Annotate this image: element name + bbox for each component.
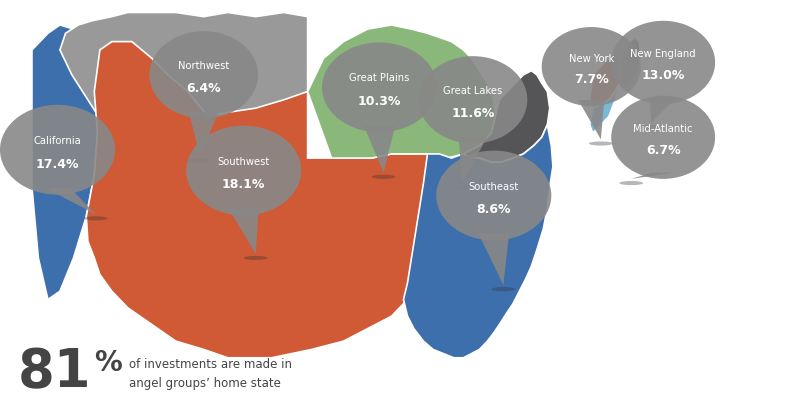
Text: 6.4%: 6.4% — [186, 82, 221, 95]
Text: Southwest: Southwest — [217, 156, 270, 166]
Polygon shape — [189, 112, 219, 156]
Text: New York: New York — [569, 54, 614, 64]
Polygon shape — [364, 126, 396, 173]
Ellipse shape — [491, 287, 515, 291]
Text: 18.1%: 18.1% — [222, 178, 265, 191]
Polygon shape — [650, 98, 677, 123]
Polygon shape — [590, 71, 622, 133]
Ellipse shape — [0, 105, 115, 195]
Ellipse shape — [84, 216, 108, 220]
Text: California: California — [34, 136, 81, 146]
Ellipse shape — [419, 56, 527, 144]
Text: Great Plains: Great Plains — [349, 73, 410, 83]
Text: Mid-Atlantic: Mid-Atlantic — [634, 124, 693, 134]
Ellipse shape — [149, 31, 258, 119]
Text: 6.7%: 6.7% — [646, 144, 681, 157]
Text: Southeast: Southeast — [469, 181, 519, 191]
Ellipse shape — [542, 27, 641, 106]
Ellipse shape — [619, 181, 643, 185]
Text: 17.4%: 17.4% — [36, 158, 79, 171]
Polygon shape — [631, 173, 674, 179]
Text: 7.7%: 7.7% — [574, 73, 609, 86]
Ellipse shape — [639, 125, 663, 129]
Text: Great Lakes: Great Lakes — [443, 86, 503, 96]
Ellipse shape — [450, 185, 474, 189]
Polygon shape — [463, 71, 550, 162]
Ellipse shape — [611, 21, 715, 104]
Text: 81: 81 — [18, 346, 91, 399]
Ellipse shape — [436, 151, 551, 240]
Text: Northwest: Northwest — [178, 61, 229, 71]
Polygon shape — [459, 137, 487, 183]
Polygon shape — [60, 12, 308, 133]
Ellipse shape — [322, 42, 437, 132]
Ellipse shape — [589, 141, 613, 146]
Polygon shape — [308, 25, 495, 158]
Text: 13.0%: 13.0% — [642, 69, 685, 82]
Polygon shape — [619, 37, 641, 87]
Text: 8.6%: 8.6% — [476, 203, 511, 216]
Ellipse shape — [244, 256, 268, 260]
Text: %: % — [94, 349, 122, 377]
Polygon shape — [578, 100, 604, 139]
Text: of investments are made in
angel groups’ home state: of investments are made in angel groups’… — [129, 359, 292, 390]
Polygon shape — [403, 125, 553, 358]
Text: New England: New England — [630, 49, 696, 59]
Polygon shape — [479, 234, 509, 285]
Polygon shape — [229, 209, 259, 254]
Ellipse shape — [186, 126, 301, 215]
Text: 10.3%: 10.3% — [358, 95, 401, 108]
Polygon shape — [86, 42, 462, 358]
Polygon shape — [32, 25, 100, 300]
Ellipse shape — [372, 175, 396, 179]
Text: 11.6%: 11.6% — [451, 107, 495, 120]
Polygon shape — [45, 188, 96, 214]
Polygon shape — [590, 54, 622, 108]
Ellipse shape — [611, 96, 715, 179]
Ellipse shape — [188, 158, 212, 162]
